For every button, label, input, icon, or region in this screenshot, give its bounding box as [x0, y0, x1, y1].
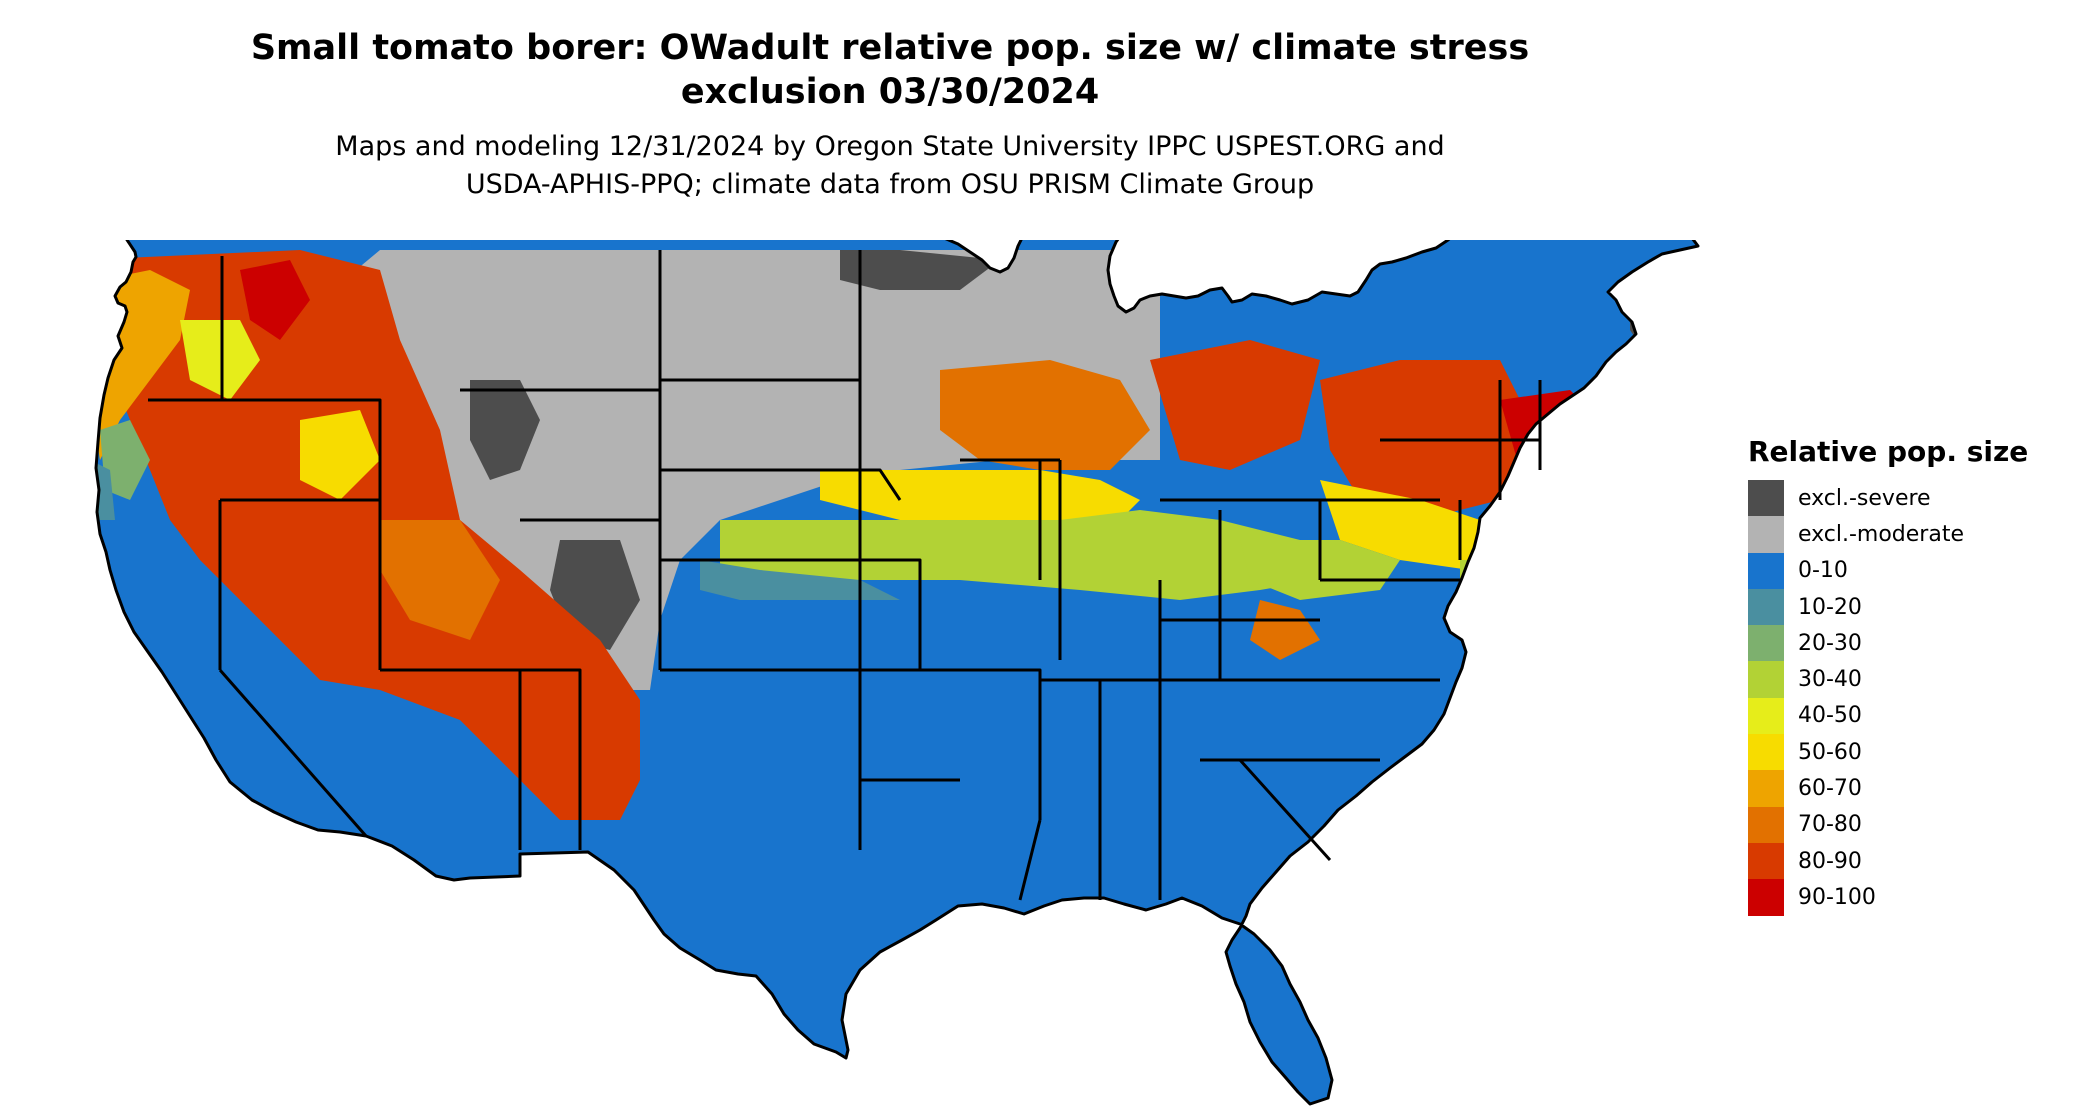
- map-subtitle-line-1: Maps and modeling 12/31/2024 by Oregon S…: [335, 131, 1445, 162]
- legend-swatch: [1748, 734, 1784, 771]
- legend-swatch: [1748, 552, 1784, 589]
- legend-item: 50-60: [1748, 734, 2028, 771]
- legend-item: 60-70: [1748, 770, 2028, 807]
- map-title-line-2: exclusion 03/30/2024: [680, 72, 1100, 112]
- legend-label: 80-90: [1798, 848, 1862, 874]
- map-title-line-1: Small tomato borer: OWadult relative pop…: [250, 28, 1530, 68]
- map-subtitle-line-2: USDA-APHIS-PPQ; climate data from OSU PR…: [465, 169, 1315, 200]
- legend-swatch: [1748, 697, 1784, 735]
- legend-label: 20-30: [1798, 630, 1862, 656]
- legend-title: Relative pop. size: [1748, 435, 2029, 468]
- map-raster: [64, 240, 1698, 1104]
- legend-label: 50-60: [1798, 739, 1862, 765]
- legend-item: 80-90: [1748, 842, 2028, 880]
- legend-label: 40-50: [1798, 703, 1862, 729]
- legend-item: 30-40: [1748, 661, 2028, 698]
- us-map: [62, 240, 1700, 1106]
- state-borders: [62, 240, 1700, 1106]
- legend-item: 10-20: [1748, 588, 2028, 626]
- legend-swatch: [1748, 879, 1784, 916]
- legend-swatch: [1748, 625, 1784, 662]
- legend-item: 20-30: [1748, 625, 2028, 662]
- legend-swatch: [1748, 661, 1784, 698]
- legend-label: excl.-severe: [1798, 485, 1931, 511]
- legend-label: 0-10: [1798, 558, 1848, 584]
- legend-swatch: [1748, 770, 1784, 807]
- legend-item: 40-50: [1748, 697, 2028, 735]
- legend-item: 70-80: [1748, 806, 2028, 843]
- legend-label: 10-20: [1798, 594, 1862, 620]
- legend-swatch: [1748, 588, 1784, 626]
- legend-swatch: [1748, 516, 1784, 553]
- legend-label: 30-40: [1798, 667, 1862, 693]
- legend-swatch: [1748, 842, 1784, 880]
- legend-item: 0-10: [1748, 552, 2028, 589]
- legend-swatch: [1748, 480, 1784, 517]
- legend-label: excl.-moderate: [1798, 521, 1964, 547]
- legend-label: 70-80: [1798, 812, 1862, 838]
- legend-item: 90-100: [1748, 879, 2028, 916]
- legend-swatch: [1748, 806, 1784, 843]
- legend-label: 90-100: [1798, 884, 1876, 910]
- legend-item: excl.-severe: [1748, 480, 2028, 517]
- legend-item: excl.-moderate: [1748, 516, 2028, 553]
- map-legend: Relative pop. size excl.-severe excl.-mod…: [1748, 434, 2028, 916]
- legend-label: 60-70: [1798, 776, 1862, 802]
